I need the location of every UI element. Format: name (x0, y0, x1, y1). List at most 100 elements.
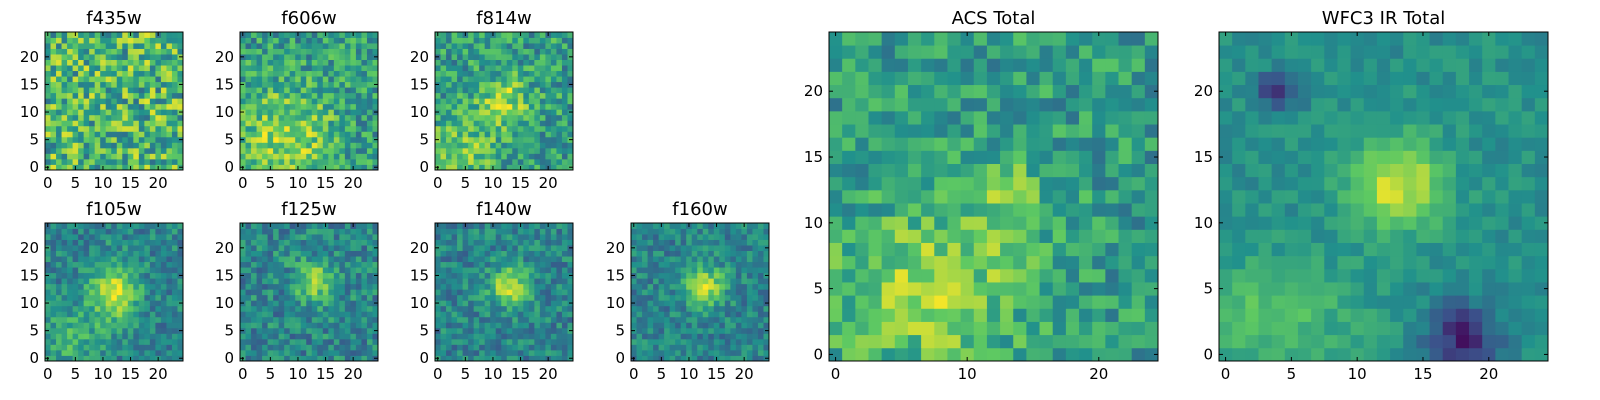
heatmap-cell (468, 305, 475, 312)
heatmap-cell (94, 316, 101, 323)
heatmap-cell (730, 245, 737, 251)
heatmap-cell (550, 234, 557, 240)
heatmap-cell (1118, 176, 1133, 191)
heatmap-cell (322, 344, 329, 351)
heatmap-cell (534, 103, 541, 110)
heatmap-cell (746, 239, 753, 246)
heatmap-cell (83, 37, 90, 44)
heatmap-cell (245, 54, 252, 60)
heatmap-cell (702, 300, 709, 307)
heatmap-cell (306, 283, 313, 290)
heatmap-cell (372, 147, 379, 154)
heatmap-cell (317, 59, 324, 66)
heatmap-cell (468, 109, 475, 116)
heatmap-cell (262, 256, 268, 263)
heatmap-cell (435, 283, 441, 290)
heatmap-cell (67, 327, 73, 334)
heatmap-cell (735, 272, 742, 279)
heatmap-cell (473, 316, 480, 323)
heatmap-cell (333, 228, 340, 235)
heatmap-cell (550, 322, 557, 329)
heatmap-cell (100, 109, 107, 116)
heatmap-cell (517, 98, 524, 105)
heatmap-cell (72, 261, 79, 268)
heatmap-cell (440, 81, 447, 88)
heatmap-cell (256, 109, 263, 116)
heatmap-cell (539, 245, 546, 251)
heatmap-cell (446, 43, 452, 49)
heatmap-cell (746, 305, 753, 312)
heatmap-cell (462, 65, 469, 72)
heatmap-cell (534, 32, 541, 38)
heatmap-cells (45, 223, 184, 362)
heatmap-cell (67, 43, 73, 49)
heatmap-cell (631, 294, 637, 301)
heatmap-cell (680, 256, 687, 263)
heatmap-cell (160, 316, 167, 323)
heatmap-cell (171, 32, 178, 38)
heatmap-cell (752, 267, 759, 274)
heatmap-cell (245, 239, 252, 246)
heatmap-cell (735, 316, 742, 323)
heatmap-cell (166, 125, 173, 132)
heatmap-cell (138, 70, 145, 77)
heatmap-cell (256, 327, 263, 334)
y-tick-label: 20 (215, 48, 234, 66)
heatmap-cell (523, 289, 530, 296)
heatmap-cell (724, 333, 731, 340)
heatmap-cell (339, 54, 346, 60)
heatmap-cell (473, 250, 480, 257)
heatmap-cell (278, 136, 285, 143)
heatmap-cell (539, 267, 546, 274)
heatmap-cell (647, 261, 654, 268)
heatmap-cell (512, 92, 519, 99)
heatmap-cell (284, 125, 291, 132)
heatmap-cell (440, 153, 447, 160)
heatmap-cell (138, 305, 145, 312)
heatmap-cell (133, 147, 140, 154)
heatmap-cell (534, 43, 541, 49)
heatmap-cell (289, 228, 296, 235)
heatmap-cell (149, 355, 156, 362)
heatmap-cell (278, 344, 285, 351)
heatmap-cell (719, 256, 726, 263)
heatmap-cell (457, 103, 463, 110)
heatmap-cell (556, 322, 563, 329)
heatmap-cell (757, 261, 764, 268)
heatmap-cell (1000, 321, 1014, 336)
heatmap-cell (177, 87, 184, 94)
heatmap-cell (78, 142, 85, 149)
heatmap-cell (83, 87, 90, 94)
heatmap-cell (116, 289, 123, 296)
heatmap-cell (636, 355, 643, 362)
heatmap-cell (539, 92, 546, 99)
heatmap-cell (451, 65, 458, 72)
heatmap-cell (289, 125, 296, 132)
heatmap-cell (440, 48, 447, 55)
heatmap-cell (1079, 282, 1093, 296)
heatmap-cell (636, 223, 643, 229)
heatmap-cell (435, 294, 441, 301)
heatmap-cell (842, 268, 856, 283)
heatmap-cell (1131, 268, 1146, 283)
heatmap-cell (1092, 308, 1106, 322)
heatmap-cell (138, 267, 145, 274)
heatmap-cell (1092, 216, 1106, 230)
heatmap-cell (273, 103, 280, 110)
heatmap-cell (894, 334, 909, 349)
heatmap-cell (339, 272, 346, 279)
heatmap-cell (300, 338, 307, 345)
heatmap-cell (446, 223, 452, 229)
heatmap-cell (658, 283, 665, 290)
heatmap-cell (528, 131, 535, 138)
heatmap-cell (245, 322, 252, 329)
heatmap-cell (256, 131, 263, 138)
heatmap-cell (273, 245, 280, 251)
heatmap-cell (669, 316, 676, 323)
heatmap-cell (149, 316, 156, 323)
heatmap-cell (713, 349, 720, 356)
heatmap-cell (658, 228, 665, 235)
heatmap-cell (361, 223, 368, 229)
heatmap-cell (468, 164, 475, 171)
